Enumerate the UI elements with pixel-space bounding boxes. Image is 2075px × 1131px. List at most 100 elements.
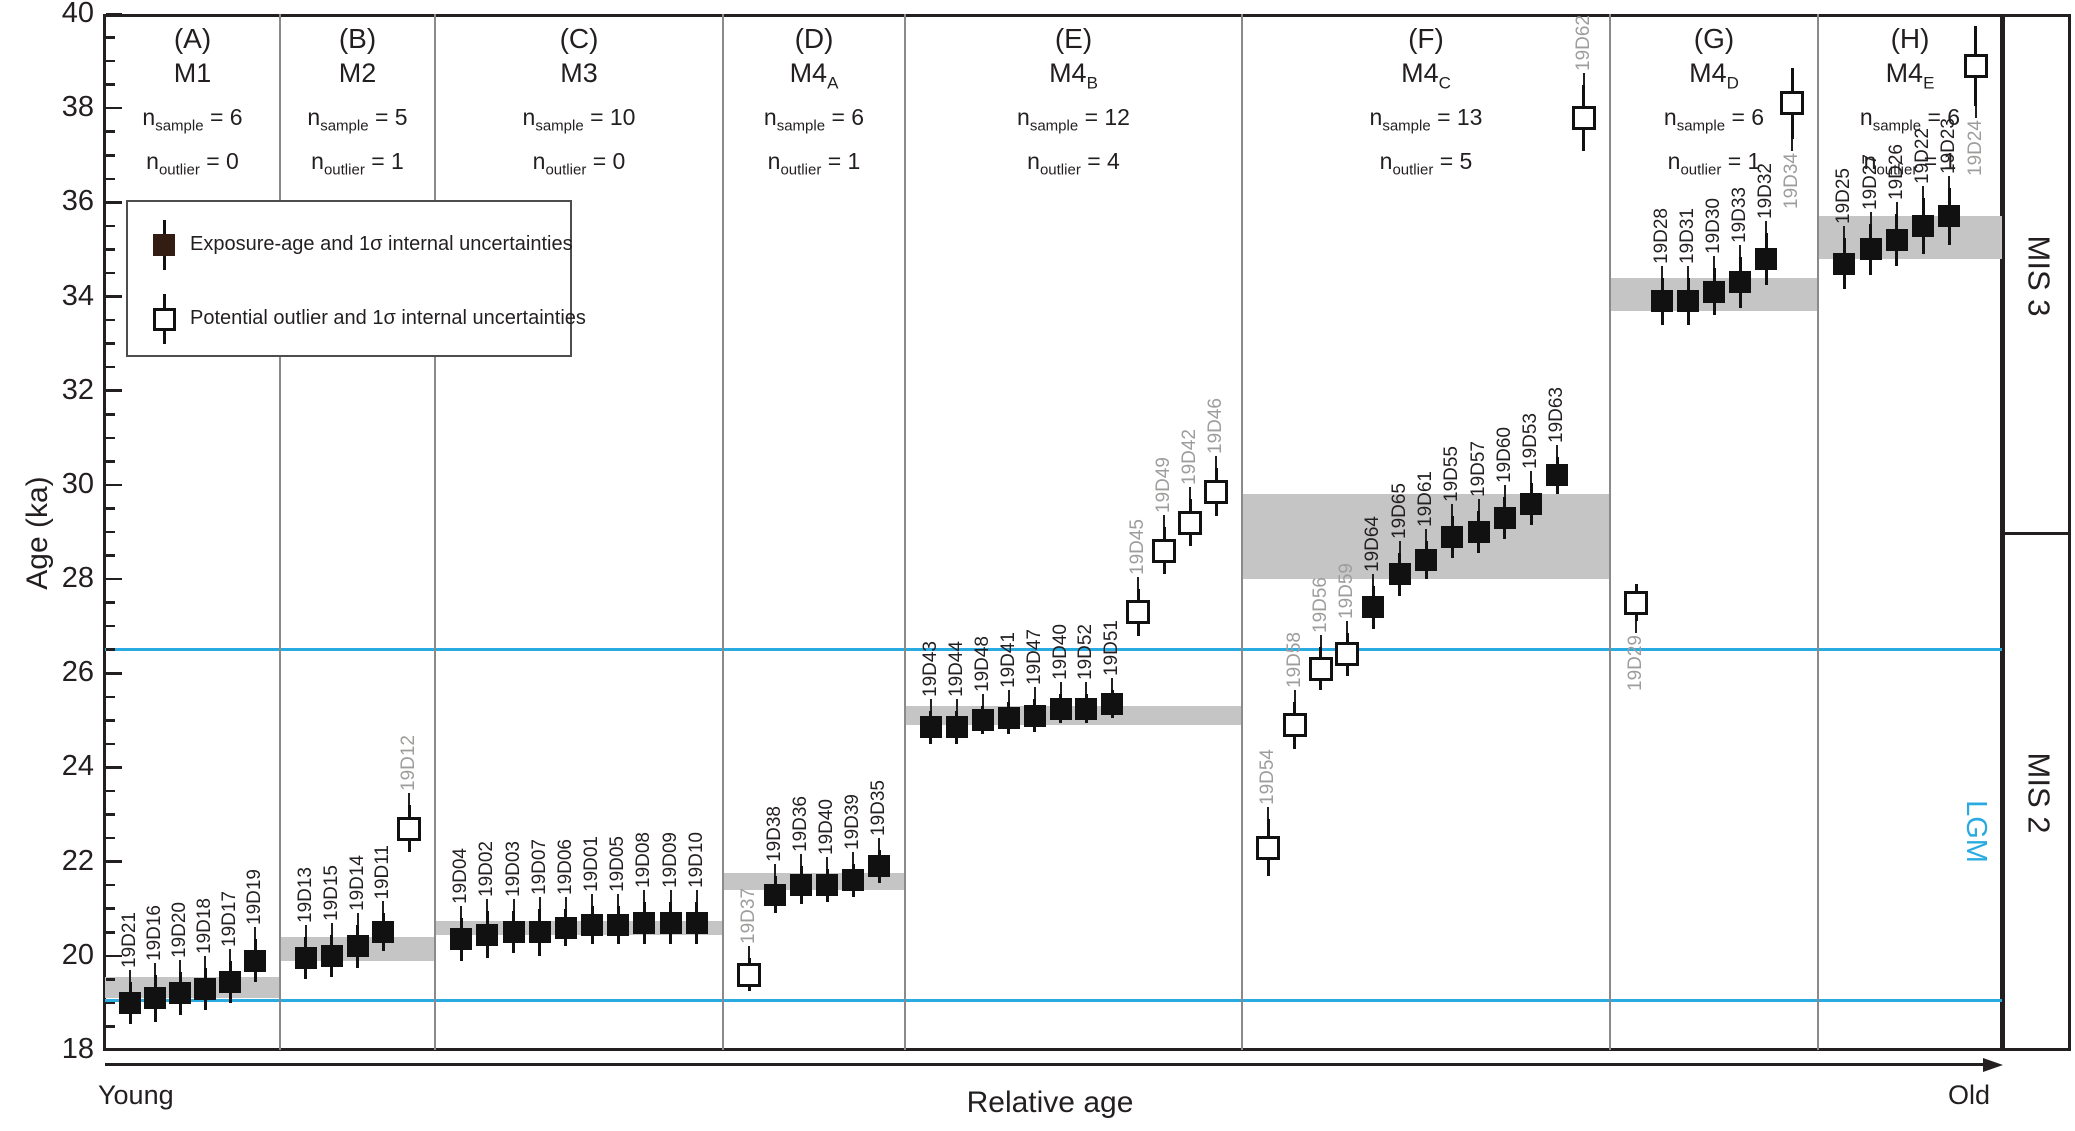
mis2-box <box>2002 532 2071 1051</box>
sample-id-label: 19D40 <box>1049 624 1071 681</box>
label-leader-line <box>564 896 567 909</box>
sample-marker <box>372 921 395 944</box>
moraine-unit-label: M1 <box>63 56 323 100</box>
sample-marker <box>1520 492 1543 515</box>
panel-letter: (F) <box>1408 23 1444 54</box>
header-text: M4 <box>1885 58 1924 88</box>
header-text: outlier <box>780 161 822 179</box>
sample-marker <box>919 716 942 739</box>
lgm-label: LGM <box>1959 800 1992 863</box>
label-leader-line <box>1085 682 1088 695</box>
y-tick-label: 26 <box>61 656 94 689</box>
sample-id-label: 19D32 <box>1755 162 1776 219</box>
panel-divider <box>722 14 724 1050</box>
header-text: = <box>374 104 389 131</box>
label-leader-line <box>1398 541 1401 554</box>
x-axis-old-label: Old <box>1948 1080 1991 1110</box>
sample-marker <box>244 949 266 972</box>
panel-header: (A) M1 nsample = 6 noutlier = 0 <box>63 22 323 188</box>
label-leader-line <box>929 698 932 711</box>
y-minor-tick <box>106 436 115 440</box>
sample-marker <box>1859 238 1882 261</box>
sample-marker <box>1101 692 1124 715</box>
sample-marker <box>816 874 838 897</box>
label-leader-line <box>1661 265 1663 278</box>
open-square-icon <box>152 294 178 344</box>
sample-id-label: 19D56 <box>1309 577 1331 634</box>
sample-id-label: 19D01 <box>581 836 603 893</box>
y-minor-tick <box>106 248 115 251</box>
sample-marker <box>764 883 786 906</box>
sample-id-label: 19D63 <box>1546 386 1568 443</box>
filled-square-icon <box>152 220 178 270</box>
sample-marker <box>1049 697 1072 720</box>
header-text: 6 <box>229 104 243 131</box>
n-sample-line: nsample = 6 <box>1780 100 2040 144</box>
header-text: n <box>767 147 781 174</box>
sample-id-label: 19D31 <box>1677 207 1698 264</box>
label-leader-line <box>955 698 958 711</box>
moraine-unit-label: M4E <box>1780 56 2040 100</box>
y-minor-tick <box>106 154 115 157</box>
header-text: M4 <box>1689 58 1727 88</box>
header-text: = <box>1927 104 1941 131</box>
moraine-unit-label: M4D <box>1584 56 1844 100</box>
label-leader-line <box>695 889 698 902</box>
y-minor-tick <box>106 719 115 722</box>
header-text: M4 <box>1401 58 1439 88</box>
label-leader-line <box>1215 456 1218 469</box>
label-leader-line <box>129 969 131 982</box>
y-minor-tick <box>106 59 115 63</box>
header-text: = <box>590 104 604 131</box>
n-sample-line: nsample = 13 <box>1296 100 1556 144</box>
sample-marker <box>1912 214 1935 237</box>
y-minor-tick <box>106 648 115 651</box>
label-leader-line <box>356 913 359 926</box>
header-text: 5 <box>394 104 408 131</box>
y-minor-tick <box>106 318 115 322</box>
sample-id-label: 19D51 <box>1101 619 1123 676</box>
y-tick-label: 36 <box>61 185 94 218</box>
y-tick-label: 30 <box>61 467 94 500</box>
header-text: D <box>1726 73 1739 93</box>
y-tick-label: 22 <box>61 844 94 877</box>
header-text: n <box>146 147 159 174</box>
panel-header: (H) M4E nsample = 6 noutlier = 1 <box>1780 22 2040 188</box>
y-major-tick <box>106 295 122 298</box>
outlier-marker <box>1204 479 1229 504</box>
sample-marker <box>607 914 630 937</box>
sample-marker <box>502 921 525 944</box>
sample-id-label: 19D12 <box>398 735 420 792</box>
sample-id-label: 19D05 <box>607 836 629 893</box>
sample-id-label: 19D28 <box>1651 207 1672 264</box>
sample-id-label: 19D17 <box>219 890 240 947</box>
sample-id-label: 19D38 <box>764 805 785 862</box>
y-tick-label: 38 <box>61 91 94 124</box>
header-text: = <box>1087 147 1101 174</box>
label-leader-line <box>1869 211 1872 224</box>
sample-marker <box>945 716 968 739</box>
label-leader-line <box>852 851 854 864</box>
sample-marker <box>997 707 1020 729</box>
sample-marker <box>633 911 656 934</box>
label-leader-line <box>1791 138 1793 151</box>
label-leader-line <box>1372 574 1375 587</box>
sample-id-label: 19D58 <box>1283 631 1305 688</box>
panel-letter: (H) <box>1890 23 1930 54</box>
n-outlier-line: noutlier = 1 <box>1780 144 2040 188</box>
header-text: = <box>827 147 842 174</box>
mean-age-band <box>1818 216 2002 259</box>
y-major-tick <box>106 954 122 958</box>
header-text: 1 <box>1943 147 1957 174</box>
label-leader-line <box>154 962 156 975</box>
header-text: 13 <box>1456 104 1483 131</box>
label-leader-line <box>1007 689 1010 702</box>
sample-id-label: 19D52 <box>1075 624 1097 681</box>
header-text: = <box>1727 147 1742 174</box>
sample-marker <box>320 944 343 967</box>
sample-marker <box>581 914 604 937</box>
sample-marker <box>1677 290 1699 313</box>
sample-marker <box>1075 697 1098 720</box>
sample-marker <box>868 855 890 878</box>
header-text: A <box>827 73 839 93</box>
